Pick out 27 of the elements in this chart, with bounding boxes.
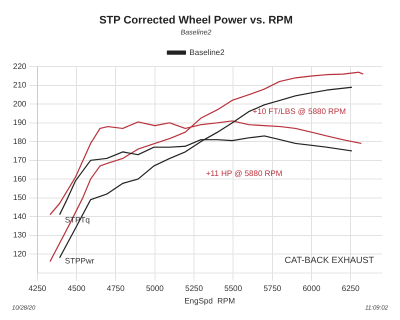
annotation: CAT-BACK EXHAUST [284, 254, 374, 265]
y-tick-label: 120 [12, 249, 27, 258]
y-tick-label: 140 [12, 212, 27, 221]
x-axis-title: EngSpd RPM [184, 296, 236, 306]
x-tick-label: 5750 [263, 284, 282, 293]
legend-label: Baseline2 [189, 48, 226, 57]
x-tick-label: 4250 [28, 284, 47, 293]
y-tick-label: 150 [12, 193, 27, 202]
y-tick-label: 190 [12, 118, 27, 128]
annotation: STPPwr [64, 256, 95, 266]
x-tick-label: 5250 [185, 284, 204, 293]
annotation: +11 HP @ 5880 RPM [206, 169, 283, 178]
x-tick-label: 5500 [224, 284, 243, 293]
y-tick-label: 160 [12, 174, 27, 184]
y-tick-label: 130 [12, 230, 27, 240]
y-tick-label: 200 [12, 99, 27, 108]
x-tick-label: 5000 [146, 284, 164, 293]
x-tick-label: 6000 [302, 284, 321, 293]
y-tick-label: 220 [12, 62, 27, 71]
x-tick-label: 6250 [342, 284, 360, 293]
y-tick-label: 170 [12, 156, 27, 165]
y-tick-label: 180 [12, 136, 27, 146]
x-tick-label: 4500 [68, 284, 86, 293]
y-tick-label: 210 [12, 80, 27, 90]
chart-title: STP Corrected Wheel Power vs. RPM [99, 14, 293, 27]
annotation: +10 FT/LBS @ 5880 RPM [252, 107, 346, 116]
x-tick-label: 4750 [106, 284, 126, 293]
